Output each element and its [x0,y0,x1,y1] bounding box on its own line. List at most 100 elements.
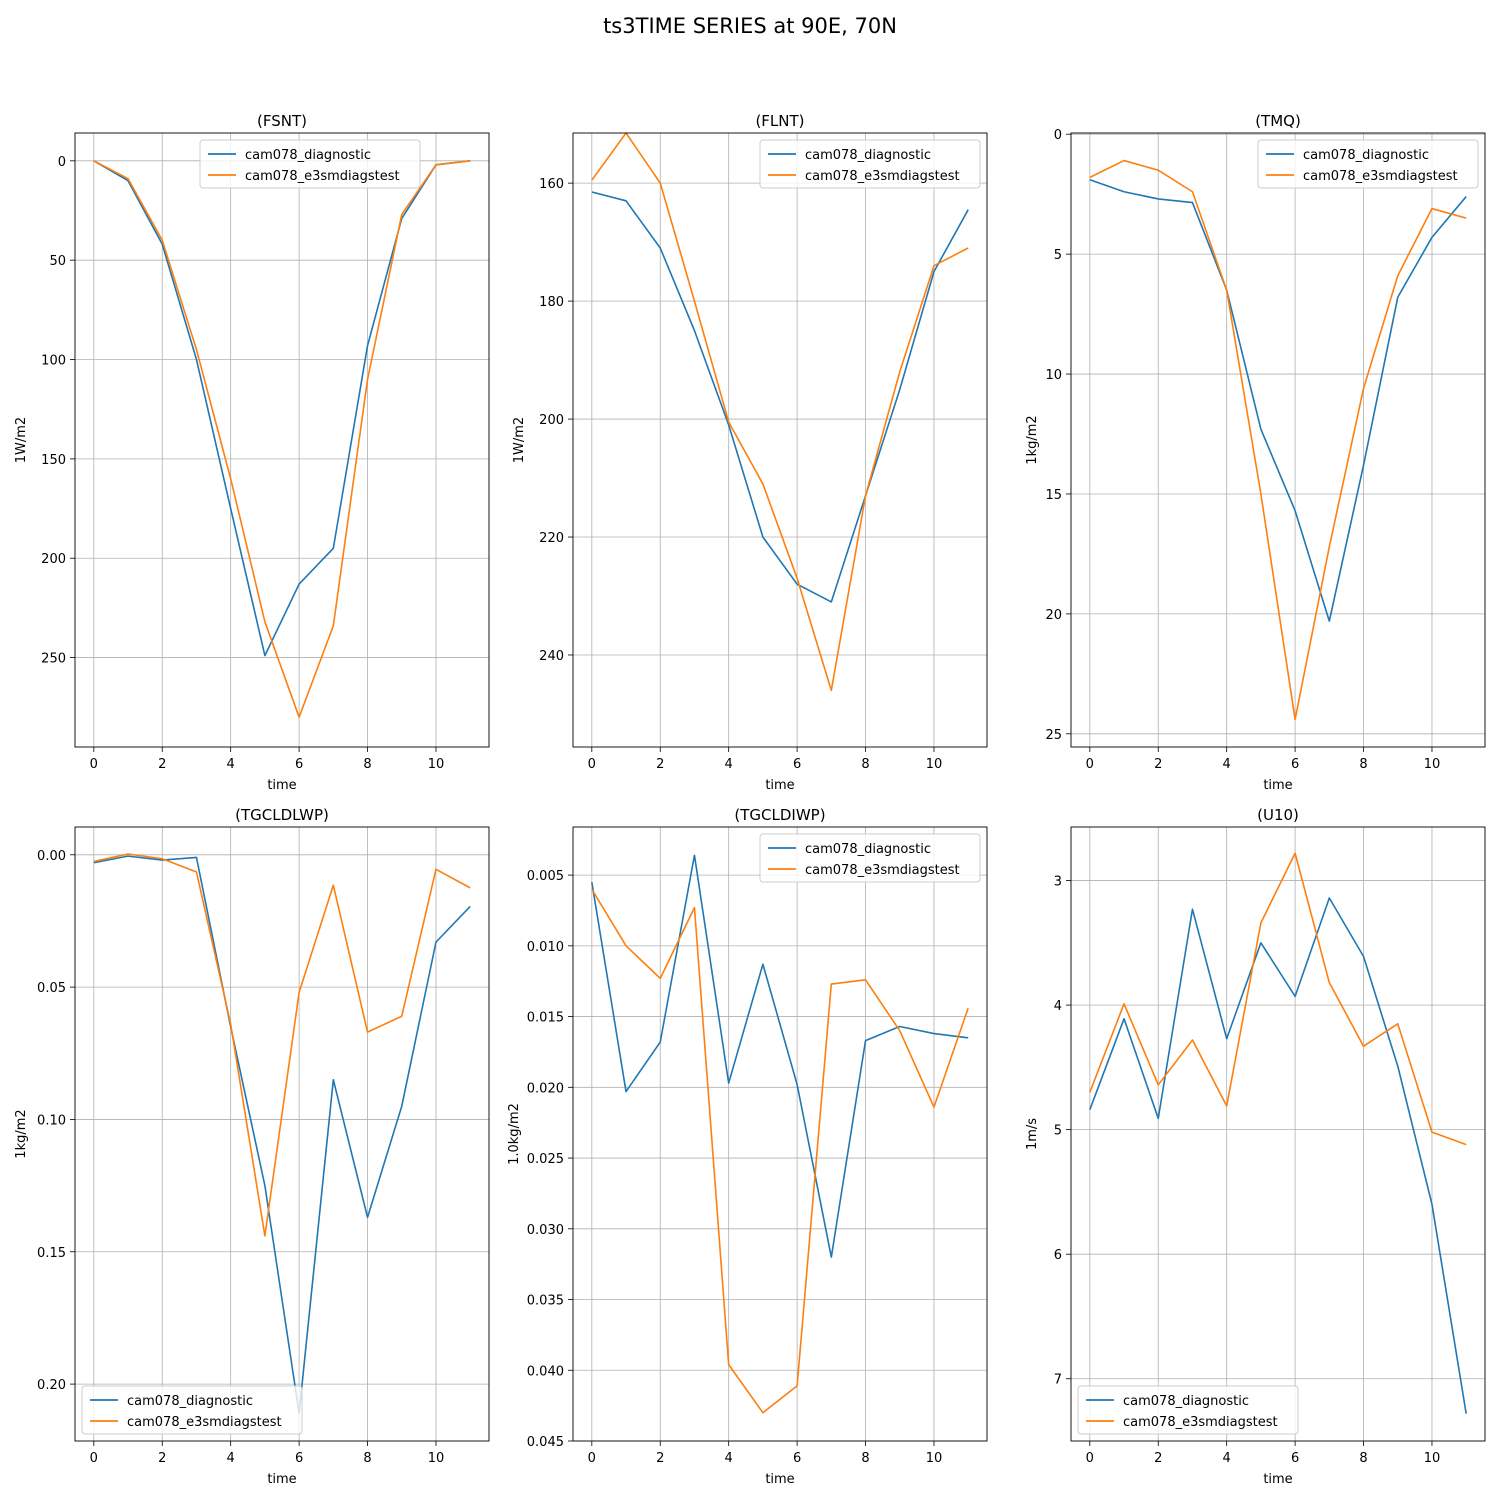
y-tick-label: 0.005 [527,869,564,884]
x-tick-label: 10 [926,757,943,772]
series-line-cam078_e3smdiagstest [1089,159,1467,721]
y-tick-label: 160 [539,177,564,192]
panel-title: (U10) [1257,806,1299,824]
series-line-cam078_diagnostic [93,160,471,657]
legend: cam078_diagnostic cam078_e3smdiagstest [81,1385,303,1435]
x-tick-label: 10 [1424,757,1441,772]
x-tick-label: 6 [793,1451,801,1466]
y-tick-label: 150 [41,453,66,468]
x-tick-label: 8 [363,1451,371,1466]
y-tick-label: 100 [41,354,66,369]
x-tick-label: 10 [1424,1451,1441,1466]
legend-label: cam078_diagnostic [805,148,931,163]
y-tick-label: 0 [1054,128,1062,143]
x-tick-label: 2 [656,757,664,772]
series-line-cam078_e3smdiagstest [93,160,471,718]
y-axis-label: 1kg/m2 [14,1109,29,1158]
y-tick-label: 0.030 [527,1223,564,1238]
y-tick-label: 200 [41,552,66,567]
legend-box [81,1385,303,1435]
legend-label: cam078_diagnostic [1303,148,1429,163]
y-tick-label: 200 [539,413,564,428]
panel-title: (TGCLDLWP) [235,806,329,824]
plot-frame [74,826,490,1442]
y-tick-label: 0.020 [527,1081,564,1096]
series-line-cam078_diagnostic [1089,179,1467,622]
y-tick-label: 240 [539,649,564,664]
legend-box [1077,1385,1299,1435]
legend-label: cam078_e3smdiagstest [805,863,960,878]
y-tick-label: 25 [1045,728,1062,743]
legend-label: cam078_e3smdiagstest [1123,1415,1278,1430]
plot-frame [572,826,988,1442]
x-tick-label: 0 [588,1451,596,1466]
y-tick-label: 0.20 [37,1378,66,1393]
y-tick-label: 50 [49,254,66,269]
chart-panel-6: 0 2 4 6 8 10 3 4 5 6 7 (U10) time 1m/s cam078_diagnost… [1025,806,1486,1487]
series-line-cam078_diagnostic [1089,897,1467,1414]
y-tick-label: 180 [539,295,564,310]
y-tick-label: 10 [1045,368,1062,383]
plot-frame [1070,826,1486,1442]
y-tick-label: 5 [1054,248,1062,263]
y-axis-label: 1W/m2 [14,417,29,463]
y-tick-label: 6 [1054,1248,1062,1263]
x-tick-label: 6 [1291,757,1299,772]
y-tick-label: 0 [58,155,66,170]
x-tick-label: 4 [725,1451,733,1466]
chart-panel-2: 0 2 4 6 8 10 160 180 200 220 240 (FLNT) time 1W/m2 cam… [512,112,988,793]
x-tick-label: 0 [588,757,596,772]
x-tick-label: 2 [656,1451,664,1466]
figure-title: ts3TIME SERIES at 90E, 70N [603,14,897,38]
y-tick-label: 3 [1054,875,1062,890]
legend-label: cam078_e3smdiagstest [127,1415,282,1430]
legend-box [759,833,981,883]
y-tick-label: 20 [1045,608,1062,623]
legend-label: cam078_e3smdiagstest [805,169,960,184]
x-tick-label: 10 [926,1451,943,1466]
x-tick-label: 10 [428,757,445,772]
legend-label: cam078_diagnostic [1123,1394,1249,1409]
series-line-cam078_diagnostic [591,191,969,603]
y-axis-label: 1.0kg/m2 [507,1103,522,1165]
x-tick-label: 8 [1359,757,1367,772]
legend-box [1257,139,1479,189]
x-tick-label: 0 [90,1451,98,1466]
y-tick-label: 0.040 [527,1364,564,1379]
x-tick-label: 2 [1154,1451,1162,1466]
x-tick-label: 4 [227,757,235,772]
y-tick-label: 220 [539,531,564,546]
y-tick-label: 0.05 [37,981,66,996]
series-line-cam078_diagnostic [93,855,471,1415]
y-tick-label: 0.15 [37,1246,66,1261]
series-line-cam078_diagnostic [591,854,969,1258]
series-line-cam078_e3smdiagstest [93,853,471,1237]
chart-panel-4: 0 2 4 6 8 10 0.00 0.05 0.10 0.15 0.20 (TGCLDLWP) tim… [14,806,490,1487]
panel-title: (TMQ) [1255,112,1301,130]
legend: cam078_diagnostic cam078_e3smdiagstest [759,833,981,883]
y-tick-label: 4 [1054,999,1062,1014]
y-tick-label: 15 [1045,488,1062,503]
y-tick-label: 0.00 [37,849,66,864]
legend-label: cam078_e3smdiagstest [245,169,400,184]
x-tick-label: 6 [295,757,303,772]
series-line-cam078_e3smdiagstest [1089,852,1467,1146]
legend-label: cam078_diagnostic [127,1394,253,1409]
y-axis-label: 1W/m2 [512,417,527,463]
x-axis-label: time [1263,1472,1292,1487]
legend-label: cam078_diagnostic [805,842,931,857]
plot-frame [74,132,490,748]
panel-title: (FSNT) [257,112,307,130]
x-tick-label: 0 [90,757,98,772]
chart-panel-5: 0 2 4 6 8 10 0.005 0.010 0.015 0.020 0.025 0.030 0.0… [507,806,988,1487]
y-tick-label: 0.015 [527,1011,564,1026]
panel-title: (TGCLDIWP) [734,806,825,824]
legend: cam078_diagnostic cam078_e3smdiagstest [1077,1385,1299,1435]
legend-box [199,139,421,189]
y-tick-label: 5 [1054,1124,1062,1139]
x-axis-label: time [765,778,794,793]
x-tick-label: 8 [363,757,371,772]
chart-panel-1: 0 2 4 6 8 10050100150200250(FSNT)time1W/m2cam… [14,112,490,793]
x-tick-label: 8 [861,757,869,772]
y-tick-label: 0.010 [527,940,564,955]
